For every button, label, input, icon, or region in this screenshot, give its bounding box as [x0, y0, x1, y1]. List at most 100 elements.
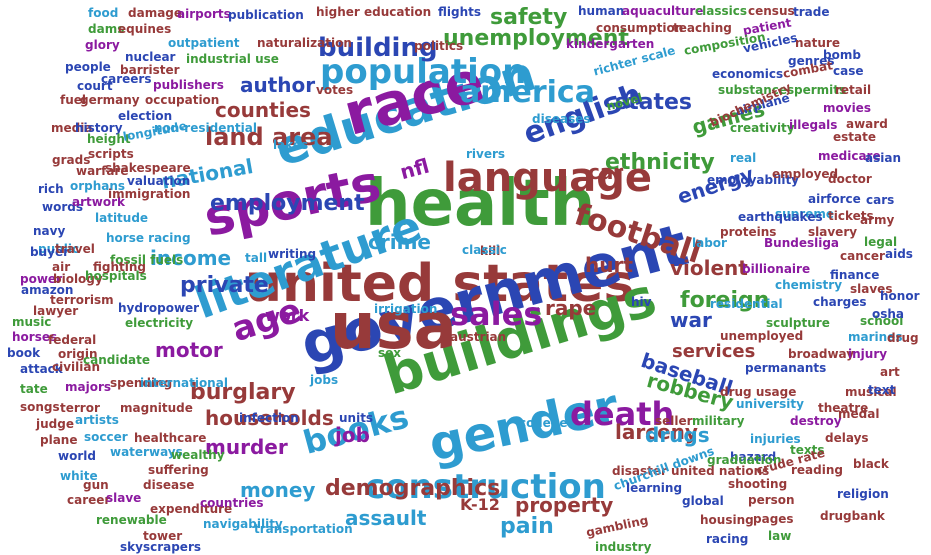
- word-148: buyer: [30, 245, 70, 259]
- word-147: slavery: [808, 225, 858, 239]
- word-48: hurt: [585, 253, 633, 277]
- word-46: drugs: [645, 423, 710, 447]
- word-217: destroy: [790, 414, 842, 428]
- word-174: residential: [710, 297, 783, 311]
- word-214: infection: [239, 411, 299, 425]
- word-194: injury: [848, 347, 888, 361]
- word-42: services: [672, 341, 756, 362]
- word-126: real: [730, 151, 757, 165]
- word-247: expenditure: [150, 502, 233, 516]
- word-115: estate: [833, 130, 876, 144]
- word-77: naturalization: [257, 36, 352, 50]
- word-107: award: [846, 117, 888, 131]
- word-78: kindergarten: [566, 37, 655, 51]
- word-178: electricity: [125, 316, 194, 330]
- word-67: classics: [695, 4, 747, 18]
- word-231: white: [60, 469, 98, 483]
- word-25: employment: [210, 191, 365, 216]
- word-88: barrister: [120, 63, 180, 77]
- word-158: writing: [268, 247, 317, 261]
- word-65: human: [578, 4, 625, 18]
- word-204: drug usage: [720, 385, 797, 399]
- word-99: fuel: [60, 93, 87, 107]
- word-20: unemployment: [443, 26, 629, 51]
- word-131: employed: [772, 167, 839, 181]
- word-208: terror: [60, 401, 100, 415]
- word-4: language: [443, 155, 653, 201]
- word-0: united states: [245, 254, 635, 314]
- word-106: election: [118, 109, 173, 123]
- word-142: horse racing: [106, 231, 191, 245]
- word-162: power: [20, 272, 62, 286]
- word-72: consumption: [596, 21, 684, 35]
- word-215: seller: [655, 414, 693, 428]
- word-93: court: [77, 79, 113, 93]
- word-172: hydropower: [118, 301, 200, 315]
- word-182: osha: [872, 307, 905, 321]
- word-64: flights: [438, 5, 482, 19]
- word-140: public: [38, 242, 80, 256]
- word-114: illegals: [789, 118, 838, 132]
- word-83: industrial use: [186, 52, 279, 66]
- word-228: wealthy: [171, 448, 225, 462]
- word-184: federal: [48, 333, 97, 347]
- word-150: travel: [55, 242, 95, 256]
- word-259: industry: [595, 540, 652, 554]
- word-151: fossil fuels: [110, 253, 184, 267]
- word-73: teaching: [673, 21, 732, 35]
- word-239: black: [853, 457, 889, 471]
- word-256: drugbank: [820, 509, 885, 523]
- word-213: artists: [75, 413, 119, 427]
- word-202: international: [140, 376, 228, 390]
- word-145: army: [860, 213, 895, 227]
- word-87: people: [65, 60, 111, 74]
- word-58: K-12: [460, 495, 500, 514]
- word-144: tickets: [828, 209, 874, 223]
- word-185: austrian: [450, 330, 507, 344]
- word-57: car: [588, 160, 624, 184]
- word-75: glory: [85, 38, 120, 52]
- word-155: legal: [864, 235, 898, 249]
- word-257: tower: [143, 529, 183, 543]
- word-105: movies: [823, 101, 871, 115]
- word-246: religion: [837, 487, 889, 501]
- word-258: skyscrapers: [120, 540, 202, 554]
- word-33: counties: [215, 98, 311, 122]
- word-230: texts: [790, 443, 825, 457]
- word-102: votes: [316, 83, 354, 97]
- word-200: majors: [65, 380, 112, 394]
- word-227: waterways: [110, 445, 183, 459]
- word-201: spending: [110, 376, 173, 390]
- word-41: violent: [670, 256, 748, 280]
- word-5: usa: [330, 290, 457, 364]
- word-71: equines: [118, 22, 172, 36]
- word-167: terrorism: [50, 293, 114, 307]
- word-229: hazard: [730, 450, 777, 464]
- word-139: navy: [33, 224, 66, 238]
- word-233: graduation: [707, 453, 782, 467]
- word-161: aids: [885, 247, 913, 261]
- word-190: candidate: [83, 353, 151, 367]
- word-260: racing: [706, 532, 749, 546]
- word-261: law: [768, 529, 792, 543]
- word-250: renewable: [96, 513, 167, 527]
- word-24: ethnicity: [605, 150, 715, 175]
- word-188: book: [7, 346, 41, 360]
- word-125: shakespeare: [105, 161, 191, 175]
- word-159: classic: [462, 243, 507, 257]
- word-60: damage: [128, 6, 183, 20]
- word-253: gambling: [584, 512, 650, 540]
- word-209: magnitude: [120, 401, 193, 415]
- word-244: shooting: [728, 477, 788, 491]
- word-169: finance: [830, 268, 880, 282]
- word-19: sales: [450, 295, 543, 333]
- word-49: motor: [155, 338, 223, 362]
- word-138: supreme: [775, 207, 834, 221]
- word-86: bomb: [823, 48, 861, 62]
- word-122: medicare: [818, 149, 881, 163]
- word-135: immigration: [108, 187, 191, 201]
- word-225: delays: [825, 431, 869, 445]
- word-43: burglary: [190, 380, 296, 405]
- word-44: money: [240, 478, 316, 502]
- word-207: songs: [20, 400, 60, 414]
